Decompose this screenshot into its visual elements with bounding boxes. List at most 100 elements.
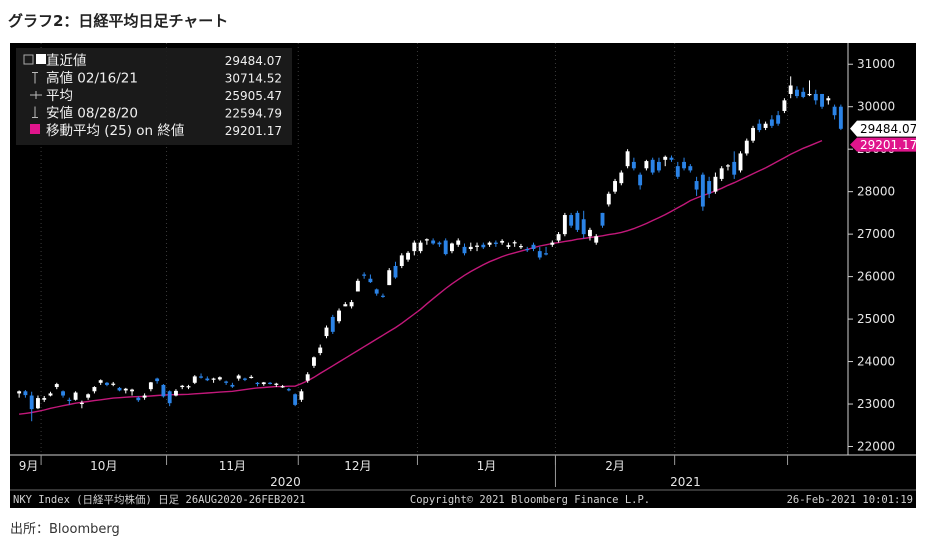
candle xyxy=(236,374,241,381)
candle xyxy=(418,240,423,254)
candle xyxy=(393,261,398,279)
candle-body xyxy=(550,242,555,245)
page-title: グラフ2：日経平均日足チャート xyxy=(8,12,229,30)
candle-body xyxy=(788,85,793,94)
candle-body xyxy=(224,381,229,383)
candle xyxy=(807,80,812,97)
candle xyxy=(512,240,517,247)
last-swatch-icon xyxy=(36,54,46,64)
candle xyxy=(280,384,285,388)
candle-body xyxy=(36,398,40,409)
legend-row: 安値 08/28/20 22594.79 xyxy=(32,106,282,122)
candle-body xyxy=(475,245,479,247)
ma-swatch-icon xyxy=(30,124,40,134)
candle-body xyxy=(481,244,486,248)
candle xyxy=(487,241,492,247)
candle-body xyxy=(48,393,53,396)
candle xyxy=(312,356,316,368)
legend-row: 直近値 29484.07 xyxy=(23,53,282,69)
candle xyxy=(355,278,360,292)
candle-body xyxy=(431,240,436,244)
candle-body xyxy=(744,140,749,154)
candle-body xyxy=(813,93,818,101)
candle-body xyxy=(500,240,505,243)
candle xyxy=(581,210,586,239)
candle xyxy=(274,382,279,388)
candle-body xyxy=(544,253,548,255)
legend-value: 30714.52 xyxy=(225,72,282,86)
year-label: 2020 xyxy=(270,475,301,489)
candle xyxy=(305,372,310,383)
candle xyxy=(537,246,542,260)
chart-frame: 2200023000240002500026000270002800029000… xyxy=(10,43,918,508)
y-tick-label: 23000 xyxy=(857,397,895,411)
candle-body xyxy=(343,304,348,307)
candle xyxy=(399,253,404,269)
candle-body xyxy=(186,386,191,388)
candle xyxy=(167,390,172,407)
candle-body xyxy=(412,242,417,252)
candle-body xyxy=(588,229,592,237)
candle-body xyxy=(801,91,806,97)
candle xyxy=(631,157,636,171)
legend-box xyxy=(16,48,292,145)
last-value-tag xyxy=(850,120,918,137)
candle xyxy=(73,391,78,401)
candle-body xyxy=(286,389,291,391)
legend-value: 29201.17 xyxy=(225,124,282,138)
candle-body xyxy=(268,382,272,384)
candle xyxy=(738,151,743,173)
candle xyxy=(17,390,22,398)
legend-value: 25905.47 xyxy=(225,89,282,103)
candle-body xyxy=(174,390,178,396)
y-tick-label: 25000 xyxy=(857,312,895,326)
candle-body xyxy=(381,295,385,297)
candle xyxy=(230,382,235,388)
legend-row: 平均 25905.47 xyxy=(30,88,282,104)
candle xyxy=(506,242,511,249)
candle xyxy=(299,389,304,402)
candle-body xyxy=(406,252,410,260)
candle xyxy=(456,238,461,247)
candle xyxy=(481,242,486,249)
candle-body xyxy=(732,161,737,175)
candle-body xyxy=(663,156,668,160)
candle xyxy=(186,384,191,390)
candle-body xyxy=(42,398,47,400)
y-tick-label: 24000 xyxy=(857,355,895,369)
candle xyxy=(776,110,781,126)
candle-body xyxy=(418,242,423,252)
footer-timestamp: 26-Feb-2021 10:01:19 xyxy=(787,494,913,506)
candle xyxy=(155,377,160,384)
legend-label: 高値 02/16/21 xyxy=(46,70,138,87)
candle-body xyxy=(161,384,166,397)
candle xyxy=(719,166,724,182)
candle-body xyxy=(355,280,360,292)
candle-body xyxy=(280,386,285,388)
candle xyxy=(525,246,530,252)
candle-body xyxy=(606,193,611,205)
candle xyxy=(663,155,668,167)
candle-body xyxy=(123,388,128,391)
footer-index-label: NKY Index (日経平均株価) 日足 26AUG2020-26FEB202… xyxy=(13,493,306,506)
candle xyxy=(550,240,555,247)
candle xyxy=(437,241,442,247)
candle-body xyxy=(249,376,254,379)
footer-copyright: Copyright© 2021 Bloomberg Finance L.P. xyxy=(410,494,650,506)
candle-body xyxy=(650,159,655,173)
candle xyxy=(594,234,599,245)
legend-value: 29484.07 xyxy=(225,54,282,68)
candle xyxy=(562,212,567,237)
candle-body xyxy=(462,246,467,254)
candle-body xyxy=(217,377,222,380)
candle xyxy=(493,240,498,247)
candle xyxy=(79,400,84,409)
candle xyxy=(625,149,630,169)
candle xyxy=(700,172,705,211)
candle-body xyxy=(148,382,153,390)
candle xyxy=(123,387,128,394)
candle xyxy=(111,381,116,387)
candle xyxy=(694,176,699,196)
candle xyxy=(619,170,624,186)
month-label: 12月 xyxy=(344,459,371,473)
